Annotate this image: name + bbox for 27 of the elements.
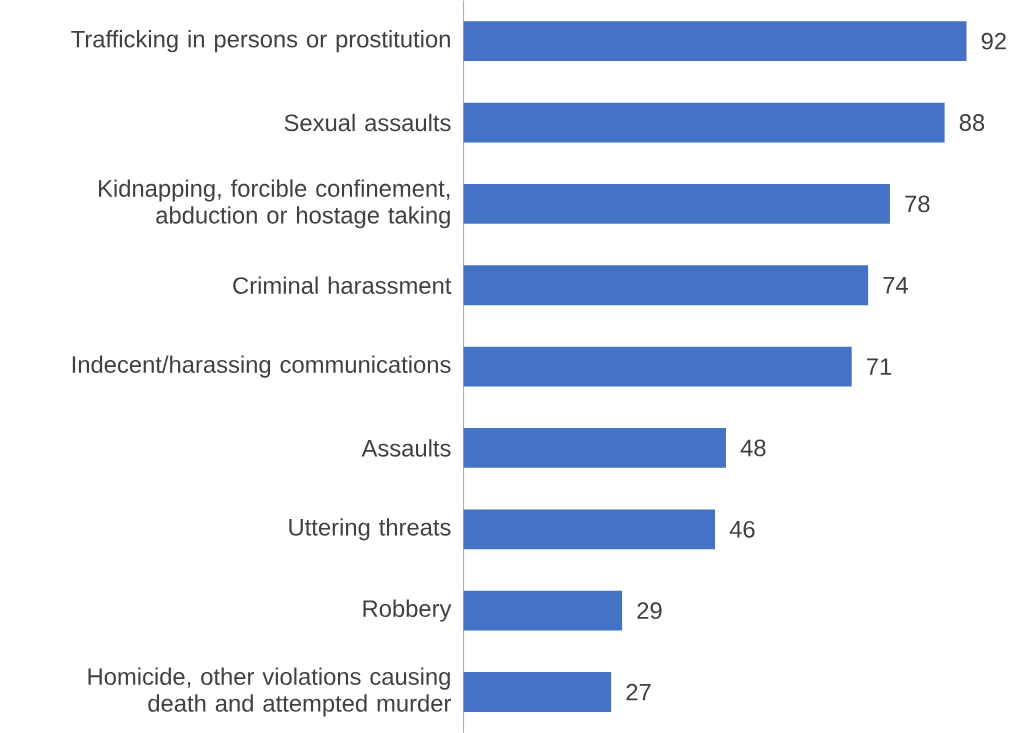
bar (463, 509, 716, 550)
y-tick-label: Homicide, other violations causing death and attempted murder (88, 667, 451, 717)
data-label: 29 (637, 602, 662, 619)
y-tick-label: Robbery (363, 599, 452, 622)
data-label: 74 (883, 276, 908, 294)
data-label: 78 (905, 195, 930, 213)
bar (463, 590, 623, 631)
data-label: 27 (626, 683, 651, 701)
bar (463, 427, 726, 468)
y-tick-label: Kidnapping, forcible confinement, abduction or hostage taking (99, 179, 450, 229)
data-label: 48 (740, 439, 766, 457)
y-tick-label: Uttering threats (289, 518, 451, 541)
y-tick-label: Assaults (361, 439, 451, 457)
bar (463, 672, 612, 712)
data-label: 71 (867, 358, 892, 375)
data-label: 46 (729, 520, 755, 538)
bar (463, 346, 852, 387)
bar (463, 265, 869, 306)
y-tick-label: Criminal harassment (233, 276, 452, 294)
y-tick-label: Trafficking in persons or prostitution (71, 30, 450, 53)
bar (463, 102, 945, 143)
bar (463, 21, 967, 61)
data-label: 92 (981, 32, 1006, 50)
data-label: 88 (959, 114, 985, 131)
y-tick-label: Sexual assaults (284, 113, 451, 132)
bar (463, 183, 890, 224)
y-tick-label: Indecent/harassing communications (72, 355, 451, 378)
